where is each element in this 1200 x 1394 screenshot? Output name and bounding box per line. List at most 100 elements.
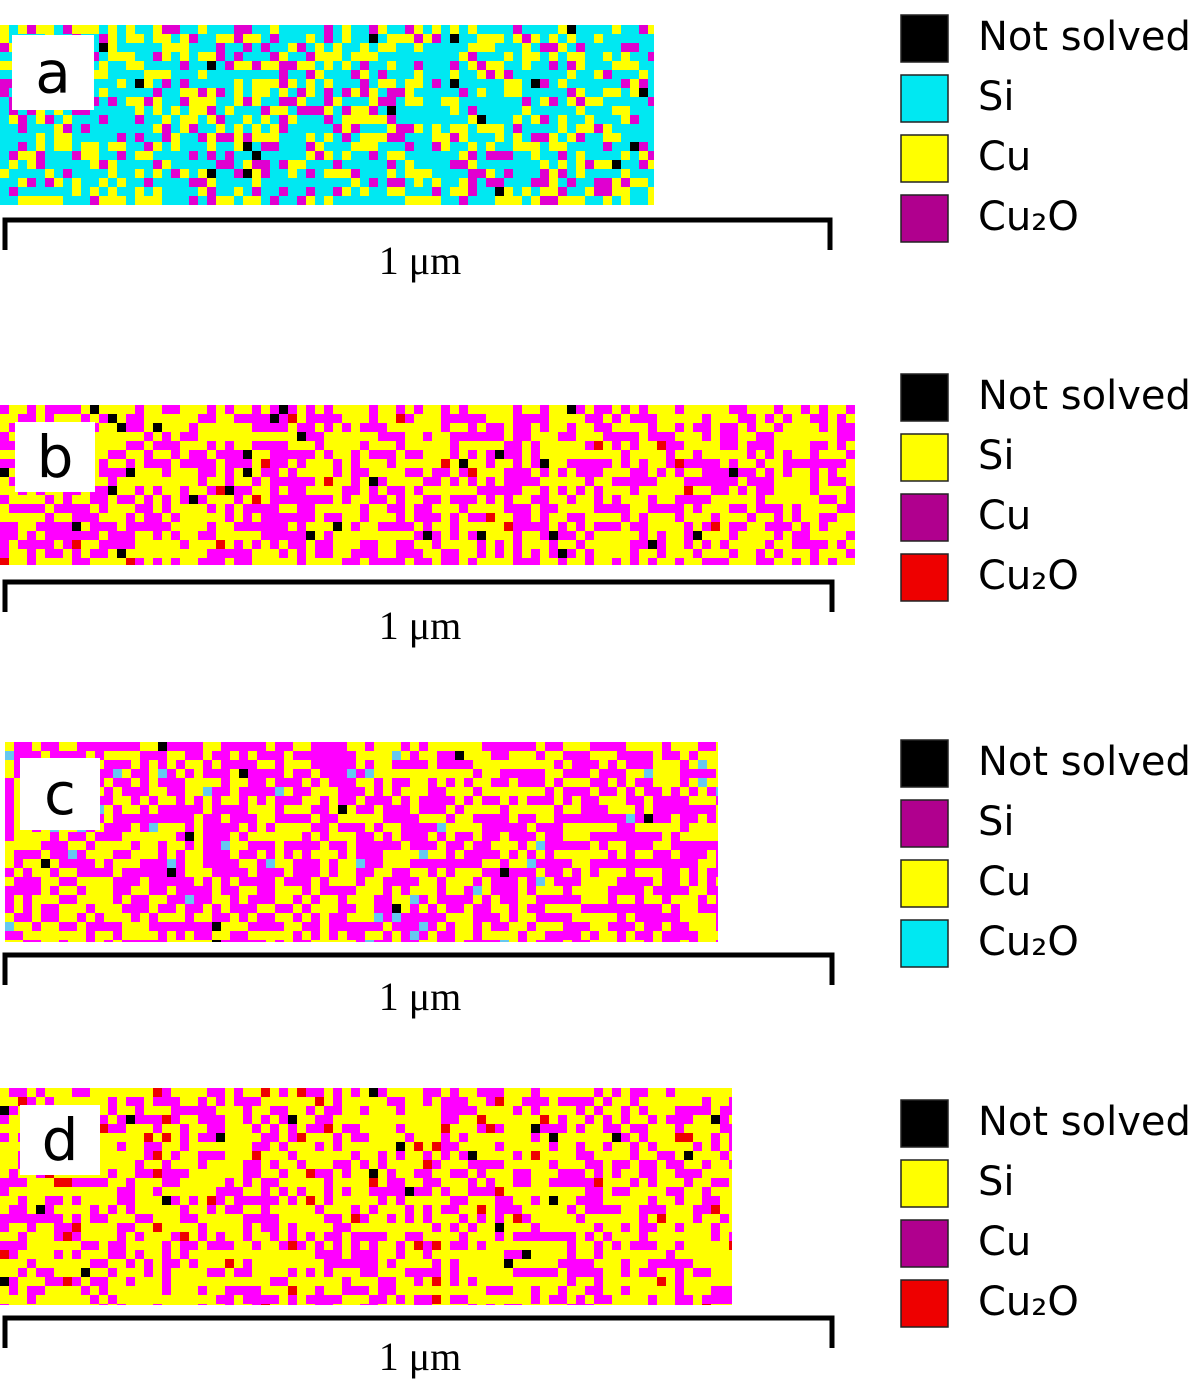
- map-pixel: [567, 423, 576, 432]
- map-pixel: [536, 931, 545, 940]
- map-pixel: [185, 832, 194, 841]
- map-pixel: [590, 796, 599, 805]
- map-pixel: [405, 468, 414, 477]
- map-pixel: [239, 868, 248, 877]
- map-pixel: [567, 196, 576, 205]
- map-pixel: [432, 133, 441, 142]
- map-pixel: [698, 841, 707, 850]
- map-pixel: [428, 769, 437, 778]
- map-pixel: [765, 441, 774, 450]
- map-pixel: [275, 787, 284, 796]
- map-pixel: [653, 769, 662, 778]
- map-pixel: [468, 450, 477, 459]
- map-pixel: [203, 823, 212, 832]
- map-pixel: [819, 459, 828, 468]
- map-pixel: [563, 895, 572, 904]
- map-pixel: [297, 79, 306, 88]
- map-pixel: [387, 522, 396, 531]
- map-pixel: [252, 414, 261, 423]
- map-pixel: [689, 931, 698, 940]
- map-pixel: [621, 70, 630, 79]
- map-pixel: [149, 859, 158, 868]
- map-pixel: [284, 841, 293, 850]
- map-pixel: [657, 540, 666, 549]
- map-pixel: [207, 178, 216, 187]
- map-pixel: [153, 142, 162, 151]
- map-pixel: [581, 859, 590, 868]
- map-pixel: [554, 751, 563, 760]
- map-pixel: [158, 823, 167, 832]
- map-pixel: [369, 468, 378, 477]
- map-pixel: [558, 43, 567, 52]
- map-pixel: [131, 913, 140, 922]
- map-pixel: [621, 459, 630, 468]
- map-pixel: [693, 423, 702, 432]
- map-pixel: [131, 922, 140, 931]
- map-pixel: [149, 913, 158, 922]
- map-pixel: [315, 52, 324, 61]
- map-pixel: [432, 25, 441, 34]
- map-pixel: [234, 531, 243, 540]
- map-pixel: [293, 859, 302, 868]
- map-pixel: [243, 61, 252, 70]
- map-pixel: [765, 414, 774, 423]
- map-pixel: [612, 441, 621, 450]
- map-pixel: [374, 850, 383, 859]
- map-pixel: [315, 187, 324, 196]
- map-pixel: [774, 504, 783, 513]
- map-pixel: [419, 904, 428, 913]
- map-pixel: [446, 859, 455, 868]
- map-pixel: [266, 760, 275, 769]
- map-pixel: [234, 432, 243, 441]
- map-pixel: [378, 540, 387, 549]
- map-pixel: [450, 34, 459, 43]
- map-pixel: [297, 432, 306, 441]
- map-pixel: [594, 79, 603, 88]
- map-pixel: [203, 850, 212, 859]
- map-pixel: [684, 468, 693, 477]
- map-pixel: [189, 70, 198, 79]
- map-pixel: [477, 423, 486, 432]
- map-pixel: [828, 531, 837, 540]
- map-pixel: [603, 468, 612, 477]
- map-pixel: [504, 423, 513, 432]
- map-pixel: [374, 814, 383, 823]
- map-pixel: [131, 778, 140, 787]
- map-pixel: [153, 70, 162, 79]
- map-pixel: [153, 477, 162, 486]
- map-pixel: [333, 522, 342, 531]
- map-pixel: [63, 540, 72, 549]
- map-pixel: [783, 558, 792, 565]
- map-pixel: [477, 52, 486, 61]
- map-pixel: [189, 133, 198, 142]
- map-pixel: [464, 796, 473, 805]
- map-pixel: [252, 459, 261, 468]
- map-pixel: [99, 160, 108, 169]
- map-pixel: [369, 486, 378, 495]
- map-pixel: [126, 106, 135, 115]
- map-pixel: [297, 477, 306, 486]
- map-pixel: [288, 34, 297, 43]
- map-pixel: [243, 423, 252, 432]
- map-pixel: [351, 522, 360, 531]
- map-pixel: [261, 196, 270, 205]
- map-pixel: [630, 531, 639, 540]
- map-pixel: [320, 769, 329, 778]
- map-pixel: [572, 823, 581, 832]
- map-pixel: [261, 423, 270, 432]
- map-pixel: [414, 169, 423, 178]
- map-pixel: [144, 106, 153, 115]
- map-pixel: [657, 432, 666, 441]
- map-pixel: [671, 931, 680, 940]
- map-pixel: [333, 79, 342, 88]
- map-pixel: [387, 414, 396, 423]
- map-pixel: [549, 178, 558, 187]
- map-pixel: [473, 832, 482, 841]
- map-pixel: [104, 850, 113, 859]
- map-pixel: [653, 805, 662, 814]
- map-pixel: [495, 477, 504, 486]
- map-pixel: [441, 160, 450, 169]
- map-pixel: [329, 814, 338, 823]
- map-pixel: [630, 405, 639, 414]
- map-pixel: [144, 178, 153, 187]
